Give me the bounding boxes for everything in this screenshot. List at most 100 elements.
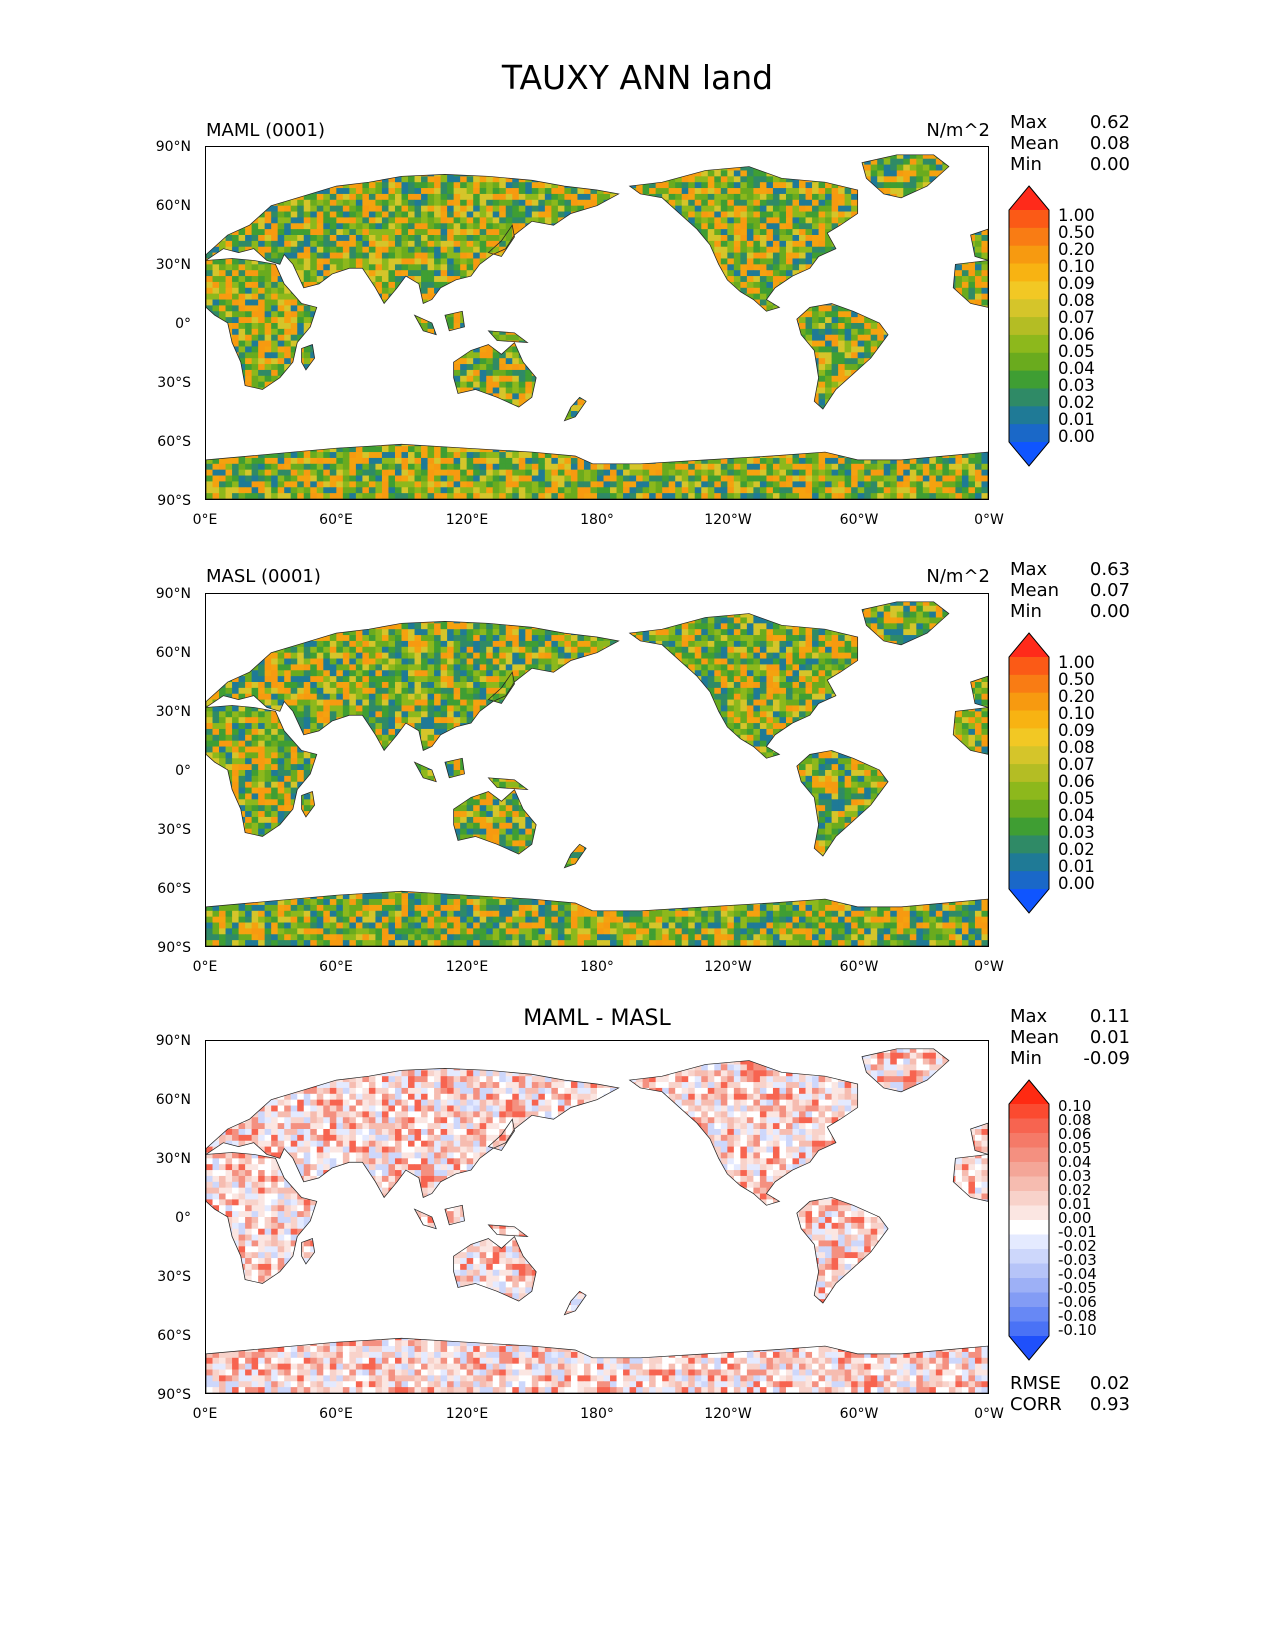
colorbar-label: 0.01 [1058, 1197, 1091, 1212]
colorbar-label: 0.05 [1058, 342, 1095, 361]
coastline [628, 613, 859, 759]
lon-tick-label: 0°E [165, 1406, 245, 1422]
colorbar-label: 0.05 [1058, 1141, 1091, 1156]
coastline [952, 260, 988, 308]
colorbar-label: 0.08 [1058, 291, 1095, 310]
stat-mean-label: Mean [1010, 1027, 1059, 1048]
lon-tick-label: 60°E [296, 512, 376, 528]
colorbar-segment [1009, 746, 1049, 765]
colorbar-segment [1009, 227, 1049, 247]
colorbar-segment [1009, 1249, 1049, 1264]
colorbar-label: 0.07 [1058, 755, 1095, 774]
panel-title-difference: MAML - MASL [205, 1006, 989, 1031]
stat-rmse-value: 0.02 [1050, 1373, 1130, 1394]
map-plot-difference [205, 1040, 989, 1394]
coastline [206, 1152, 318, 1284]
coastline [487, 1224, 529, 1237]
coastline [970, 1122, 988, 1155]
colorbar-label: 0.06 [1058, 1127, 1091, 1142]
colorbar-label: -0.01 [1058, 1225, 1097, 1240]
coastline [453, 1235, 537, 1302]
colorbar-extend-min [1009, 1336, 1049, 1360]
coastline [487, 777, 529, 790]
lon-tick-label: 60°E [296, 1406, 376, 1422]
lon-tick-label: 60°W [819, 512, 899, 528]
lon-tick-label: 120°W [688, 1406, 768, 1422]
colorbar-label: -0.03 [1058, 1253, 1097, 1268]
colorbar-label: 0.50 [1058, 670, 1095, 689]
stat-max-value: 0.11 [1050, 1006, 1130, 1027]
colorbar-label: 0.04 [1058, 359, 1095, 378]
colorbar [1008, 1079, 1050, 1361]
colorbar-label: 0.10 [1058, 704, 1095, 723]
colorbar-segment [1009, 871, 1049, 890]
colorbar-label: 0.08 [1058, 738, 1095, 757]
panel-title-masl: MASL (0001) [206, 566, 321, 587]
colorbar-label: 0.00 [1058, 1211, 1091, 1226]
colorbar-label: -0.06 [1058, 1295, 1097, 1310]
lat-tick-label: 0° [131, 1210, 191, 1226]
stat-corr-value: 0.93 [1050, 1394, 1130, 1415]
colorbar-label: 0.03 [1058, 1169, 1091, 1184]
colorbar-label: 0.01 [1058, 857, 1095, 876]
lon-tick-label: 180° [557, 512, 637, 528]
lon-tick-label: 120°E [427, 512, 507, 528]
colorbar-segment [1009, 1292, 1049, 1308]
coastline [413, 761, 437, 783]
stat-rmse-label: RMSE [1010, 1373, 1061, 1394]
colorbar-segment [1009, 853, 1049, 872]
lon-tick-label: 0°W [949, 959, 1029, 975]
colorbar-extend-max [1009, 186, 1049, 210]
colorbar-label: 0.09 [1058, 274, 1095, 293]
coastline [453, 788, 537, 855]
lat-tick-label: 30°S [131, 375, 191, 391]
coastline [301, 344, 316, 371]
stat-min-label: Min [1010, 1048, 1042, 1069]
coastline [206, 705, 318, 837]
colorbar [1008, 632, 1050, 914]
lon-tick-label: 120°W [688, 512, 768, 528]
stat-max-value: 0.62 [1050, 112, 1130, 133]
lon-tick-label: 180° [557, 1406, 637, 1422]
figure-title: TAUXY ANN land [0, 58, 1275, 97]
colorbar-segment [1009, 1278, 1049, 1293]
coastline [487, 224, 515, 257]
coastline [444, 1204, 465, 1226]
colorbar-label: 0.04 [1058, 806, 1095, 825]
colorbar-outline [1008, 632, 1050, 914]
colorbar-segment [1009, 1147, 1049, 1163]
panel-title-maml: MAML (0001) [206, 120, 325, 141]
stat-max-value: 0.63 [1050, 559, 1130, 580]
map-plot-masl [205, 593, 989, 947]
colorbar-label: 0.02 [1058, 840, 1095, 859]
lat-tick-label: 60°N [131, 1092, 191, 1108]
colorbar-segment [1009, 1321, 1049, 1337]
colorbar-label: 0.00 [1058, 427, 1095, 446]
lon-tick-label: 0°W [949, 1406, 1029, 1422]
stat-min-value: -0.09 [1050, 1048, 1130, 1069]
colorbar-extend-min [1009, 442, 1049, 466]
colorbar-label: -0.10 [1058, 1323, 1097, 1338]
colorbar-segment [1009, 299, 1049, 318]
coastline [301, 791, 316, 818]
lon-tick-label: 0°E [165, 959, 245, 975]
colorbar-segment [1009, 710, 1049, 729]
colorbar-segment [1009, 210, 1049, 229]
lat-tick-label: 90°S [131, 493, 191, 509]
stat-max-label: Max [1010, 1006, 1047, 1027]
lon-tick-label: 120°E [427, 959, 507, 975]
colorbar-segment [1009, 1191, 1049, 1206]
lat-tick-label: 90°N [131, 1033, 191, 1049]
stat-min-value: 0.00 [1050, 154, 1130, 175]
colorbar-segment [1009, 317, 1049, 336]
coastline [487, 330, 529, 343]
lon-tick-label: 120°W [688, 959, 768, 975]
lon-tick-label: 0°W [949, 512, 1029, 528]
coastline [952, 707, 988, 755]
lat-tick-label: 30°S [131, 822, 191, 838]
colorbar-label: 0.10 [1058, 1099, 1091, 1114]
colorbar-segment [1009, 1307, 1049, 1322]
lat-tick-label: 90°N [131, 586, 191, 602]
coastline [206, 443, 988, 499]
lat-tick-label: 30°N [131, 257, 191, 273]
